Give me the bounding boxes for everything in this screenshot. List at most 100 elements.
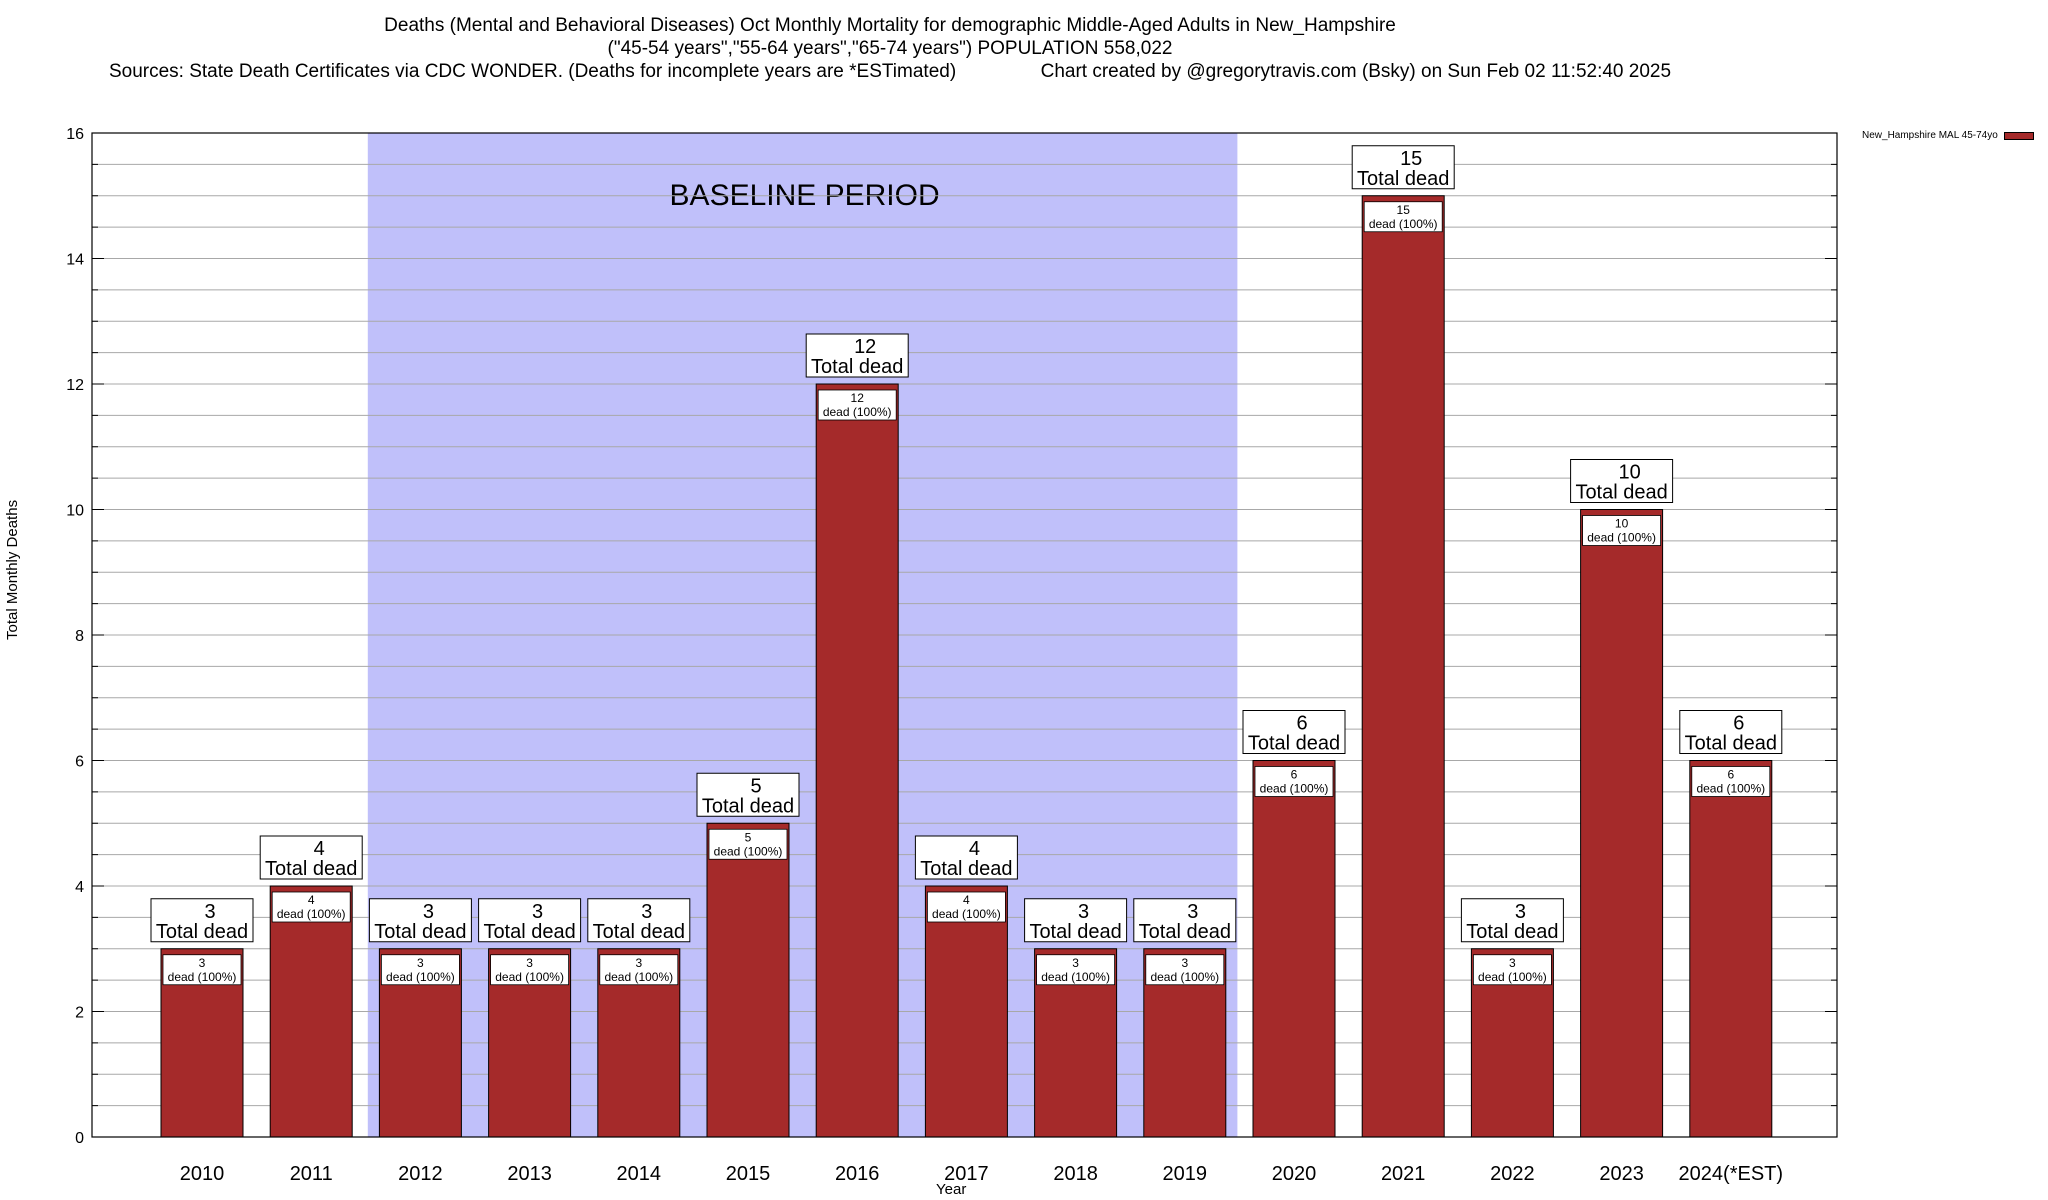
bar-inner-text: dead (100%) [932,907,1001,921]
bar-inner-label-box [927,891,1006,923]
bar-total-value: 4 [969,838,980,860]
bar-inner-text: dead (100%) [604,970,673,984]
bar-inner-label-box [1145,954,1225,986]
bar [706,822,790,1138]
bar-inner-text: dead (100%) [386,970,455,984]
bar-total-label-box [1570,459,1674,503]
bar-total-label-box [1133,898,1237,943]
bar-inner-text: dead (100%) [277,907,346,921]
bar-inner-value: 4 [308,893,315,907]
bar-inner-text: dead (100%) [1369,217,1438,231]
x-tick-label: 2023 [1599,1163,1644,1185]
bar-inner-label-box [1036,954,1115,986]
y-tick-label: 16 [66,126,84,143]
x-tick-label: 2010 [180,1163,225,1185]
bar-inner-value: 3 [199,956,206,970]
bar-inner-value: 6 [1291,768,1298,782]
bar [269,885,353,1138]
bar-total-value: 3 [1515,901,1526,923]
bar-inner-label-box [1363,201,1443,233]
bar-total-label-box [1351,145,1455,190]
bar-inner-text: dead (100%) [1260,782,1329,796]
x-tick-label: 2016 [835,1163,880,1185]
bar-total-text: Total dead [483,921,575,943]
bar-inner-text: dead (100%) [1150,970,1219,984]
bar-total-value: 15 [1400,148,1422,170]
x-tick-label: 2015 [726,1163,771,1185]
x-tick-label: 2013 [507,1163,552,1185]
bar-total-text: Total dead [702,795,794,817]
y-tick-label: 4 [75,879,84,896]
bar-total-value: 3 [1187,901,1198,923]
bar-inner-label-box [1582,515,1661,546]
bar [815,383,899,1138]
legend-swatch [2003,131,2034,140]
bar-total-label-box [259,835,363,880]
bar-total-value: 3 [1078,901,1089,923]
bar-total-value: 3 [204,901,215,923]
bar-total-label-box [914,835,1018,880]
bar-total-label-box [587,898,691,943]
x-tick-label: 2014 [617,1163,662,1185]
bar-inner-label-box [708,828,788,860]
bar-inner-text: dead (100%) [1587,531,1656,545]
bar-inner-value: 3 [417,956,424,970]
bar [1252,760,1336,1138]
bar-total-text: Total dead [1139,921,1231,943]
x-tick-label: 2020 [1272,1163,1317,1185]
bar-total-value: 4 [314,838,325,860]
x-tick-label: 2018 [1053,1163,1098,1185]
x-tick-label: 2011 [290,1163,333,1185]
legend-label: New_Hampshire MAL 45-74yo [1862,130,1998,141]
bar-total-text: Total dead [811,356,903,378]
bar-total-text: Total dead [265,858,357,880]
bar-total-text: Total dead [1575,482,1667,504]
bar-inner-text: dead (100%) [1041,970,1110,984]
bar-inner-label-box [162,954,242,986]
y-tick-label: 12 [66,377,84,394]
bar-total-value: 10 [1618,462,1640,484]
bar-inner-label-box [380,954,460,986]
bar-total-value: 5 [750,775,761,797]
bar-inner-value: 5 [745,830,752,844]
bar-total-label-box [805,333,909,378]
bar-total-text: Total dead [593,921,685,943]
bar-inner-label-box [1473,954,1552,986]
x-tick-label: 2024(*EST) [1679,1163,1784,1185]
chart-title-line-3: Sources: State Death Certificates via CD… [108,61,1672,82]
bar-inner-text: dead (100%) [823,405,892,419]
bar-total-label-box [150,898,254,943]
y-tick-label: 8 [75,628,84,645]
bar-total-text: Total dead [1357,168,1449,190]
bar-inner-label-box [817,389,897,421]
bar-inner-text: dead (100%) [1478,970,1547,984]
bar-total-value: 3 [532,901,543,923]
bar-inner-value: 3 [526,956,533,970]
bar-total-text: Total dead [1685,733,1777,755]
bar-inner-label-box [1254,766,1334,797]
y-tick-label: 0 [75,1130,84,1147]
bar-total-text: Total dead [1466,921,1558,943]
bar-inner-label-box [490,954,570,986]
bar-total-text: Total dead [156,921,248,943]
bar-total-label-box [478,898,582,943]
bar-total-text: Total dead [374,921,466,943]
bar [1361,195,1445,1138]
x-tick-label: 2019 [1163,1163,1208,1185]
x-tick-label: 2012 [398,1163,443,1185]
bar-total-value: 6 [1733,713,1744,735]
bar-total-value: 3 [641,901,652,923]
bar-total-label-box [1460,898,1564,943]
bar-total-text: Total dead [1248,733,1340,755]
x-axis-label: Year [936,1181,967,1198]
bar-inner-label-box [271,891,351,923]
bar-inner-value: 3 [1072,956,1079,970]
bar-inner-text: dead (100%) [168,970,237,984]
bar [1580,509,1664,1138]
y-tick-label: 2 [75,1005,84,1022]
bar [1689,760,1773,1138]
bar-total-value: 6 [1296,713,1307,735]
plot-border [91,132,1838,1138]
bar-total-text: Total dead [920,858,1012,880]
